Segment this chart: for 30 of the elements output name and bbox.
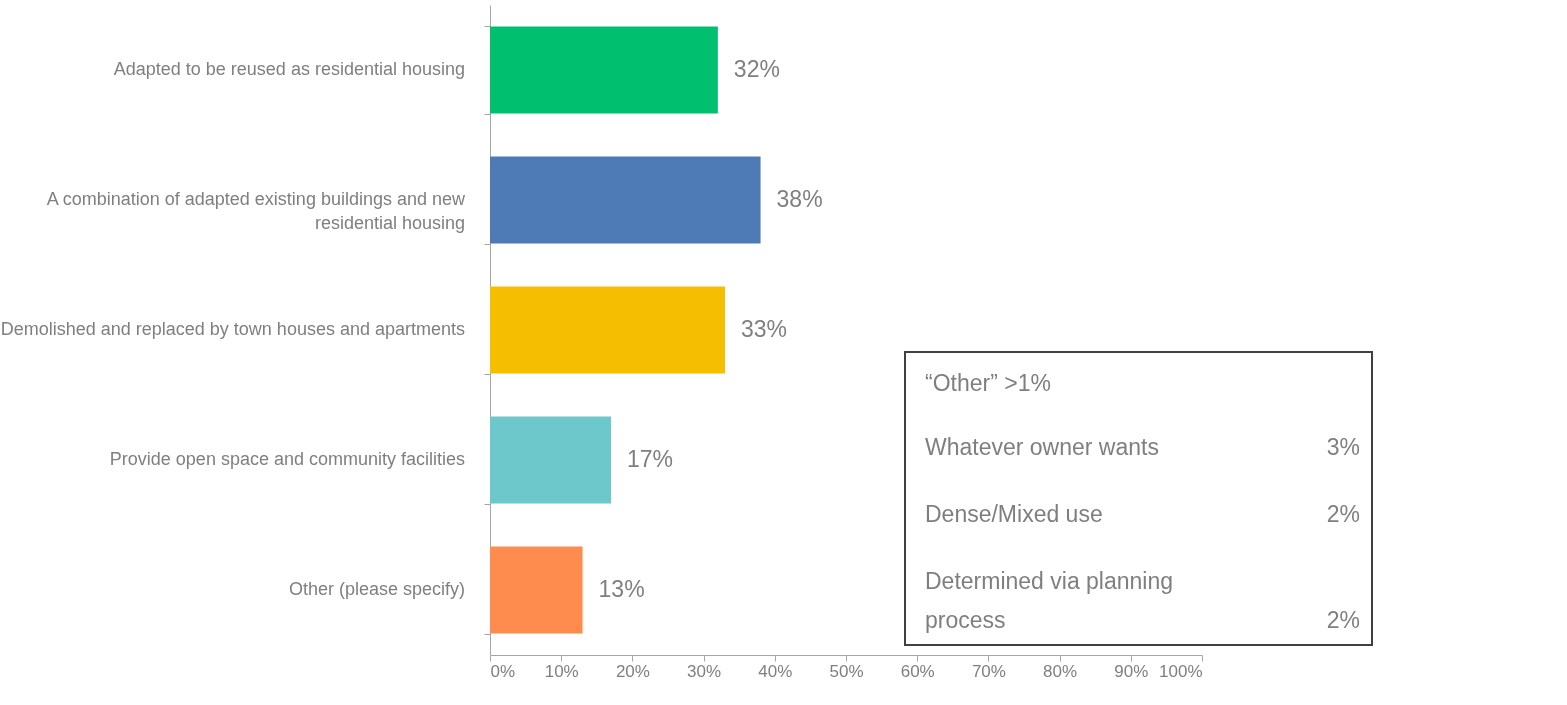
data-label: 38% (776, 186, 823, 212)
x-tick-label: 40% (758, 661, 793, 681)
y-tick-label: Other (please specify) (288, 579, 465, 599)
y-tick-label: Adapted to be reused as residential housing (113, 59, 465, 79)
data-label: 13% (598, 576, 645, 602)
x-tick-label: 60% (900, 661, 935, 681)
bar (490, 156, 761, 244)
text: Determined via planning process 2% (925, 568, 1360, 633)
x-tick-label: 100% (1159, 661, 1203, 681)
x-tick-label: 0% (490, 661, 516, 681)
bar (490, 546, 583, 634)
y-tick-label: Provide open space and community facilities (109, 449, 465, 469)
x-tick-label: 90% (1114, 661, 1149, 681)
y-tick-label: Demolished and replaced by town houses and apartments (0, 319, 465, 339)
data-label: 33% (740, 316, 788, 342)
data-label: 17% (627, 446, 674, 472)
text: Whatever owner wants 3% (925, 434, 1360, 460)
data-label: 32% (733, 56, 780, 82)
x-tick-label: 50% (829, 661, 864, 681)
x-tick-label: 70% (971, 661, 1006, 681)
x-tick-label: 20% (615, 661, 650, 681)
y-tick-label: A combination of adapted existing buildings and new residential housing (46, 189, 466, 233)
x-tick-label: 10% (544, 661, 579, 681)
bar (490, 416, 612, 504)
bar (490, 286, 725, 374)
bar (490, 26, 718, 114)
text: Dense/Mixed use 2% (925, 501, 1360, 527)
x-tick-label: 30% (687, 661, 722, 681)
annotation: “Other” >1% (925, 370, 1051, 396)
x-tick-label: 80% (1043, 661, 1078, 681)
